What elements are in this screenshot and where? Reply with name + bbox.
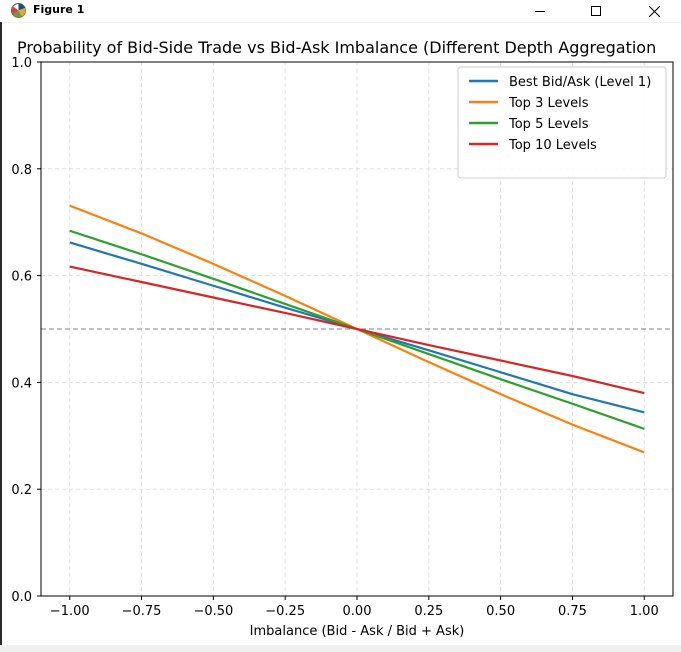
x-axis-ticks: −1.00 −0.75 −0.50 −0.25 0.00 0.25 0.50 0.75 1.00: [50, 596, 659, 619]
x-tick-label: 0.25: [414, 604, 443, 619]
y-tick-label: 1.0: [11, 56, 32, 71]
legend-label: Best Bid/Ask (Level 1): [509, 75, 651, 90]
matplotlib-figure-icon: [11, 3, 26, 18]
chart-title: Probability of Bid-Side Trade vs Bid-Ask…: [17, 38, 656, 57]
y-tick-label: 0.8: [11, 163, 32, 178]
series-lines: [69, 204, 645, 454]
legend-label: Top 10 Levels: [508, 138, 597, 153]
window-title: Figure 1: [33, 3, 85, 16]
legend-label: Top 5 Levels: [508, 117, 589, 132]
maximize-button[interactable]: [573, 0, 619, 22]
x-tick-label: 0.50: [486, 604, 515, 619]
y-axis-ticks: 0.0 0.2 0.4 0.6 0.8 1.0: [11, 56, 41, 605]
y-tick-label: 0.0: [11, 590, 32, 605]
x-tick-label: −1.00: [50, 604, 90, 619]
window-border: [0, 22, 2, 652]
close-icon: [648, 5, 660, 17]
x-tick-label: −0.75: [122, 604, 162, 619]
x-axis-label: Imbalance (Bid - Ask / Bid + Ask): [250, 624, 465, 639]
y-tick-label: 0.2: [11, 483, 32, 498]
minimize-icon: [535, 11, 545, 12]
x-tick-label: 0.00: [343, 604, 372, 619]
x-tick-label: −0.50: [193, 604, 233, 619]
legend: Best Bid/Ask (Level 1) Top 3 Levels Top 5 …: [457, 66, 667, 179]
minimize-button[interactable]: [517, 0, 563, 22]
legend-label: Top 3 Levels: [508, 96, 589, 111]
x-tick-label: −0.25: [265, 604, 305, 619]
legend-box: [457, 66, 667, 179]
maximize-icon: [591, 6, 601, 16]
figure-canvas: Probability of Bid-Side Trade vs Bid-Ask…: [11, 38, 674, 639]
x-tick-label: 1.00: [630, 604, 659, 619]
series-line-top-10-levels: [69, 265, 645, 395]
y-tick-label: 0.6: [11, 270, 32, 285]
window-titlebar: Figure 1: [0, 0, 681, 23]
y-tick-label: 0.4: [11, 376, 32, 391]
x-tick-label: 0.75: [558, 604, 587, 619]
close-button[interactable]: [631, 0, 677, 22]
status-bar: [0, 645, 681, 652]
